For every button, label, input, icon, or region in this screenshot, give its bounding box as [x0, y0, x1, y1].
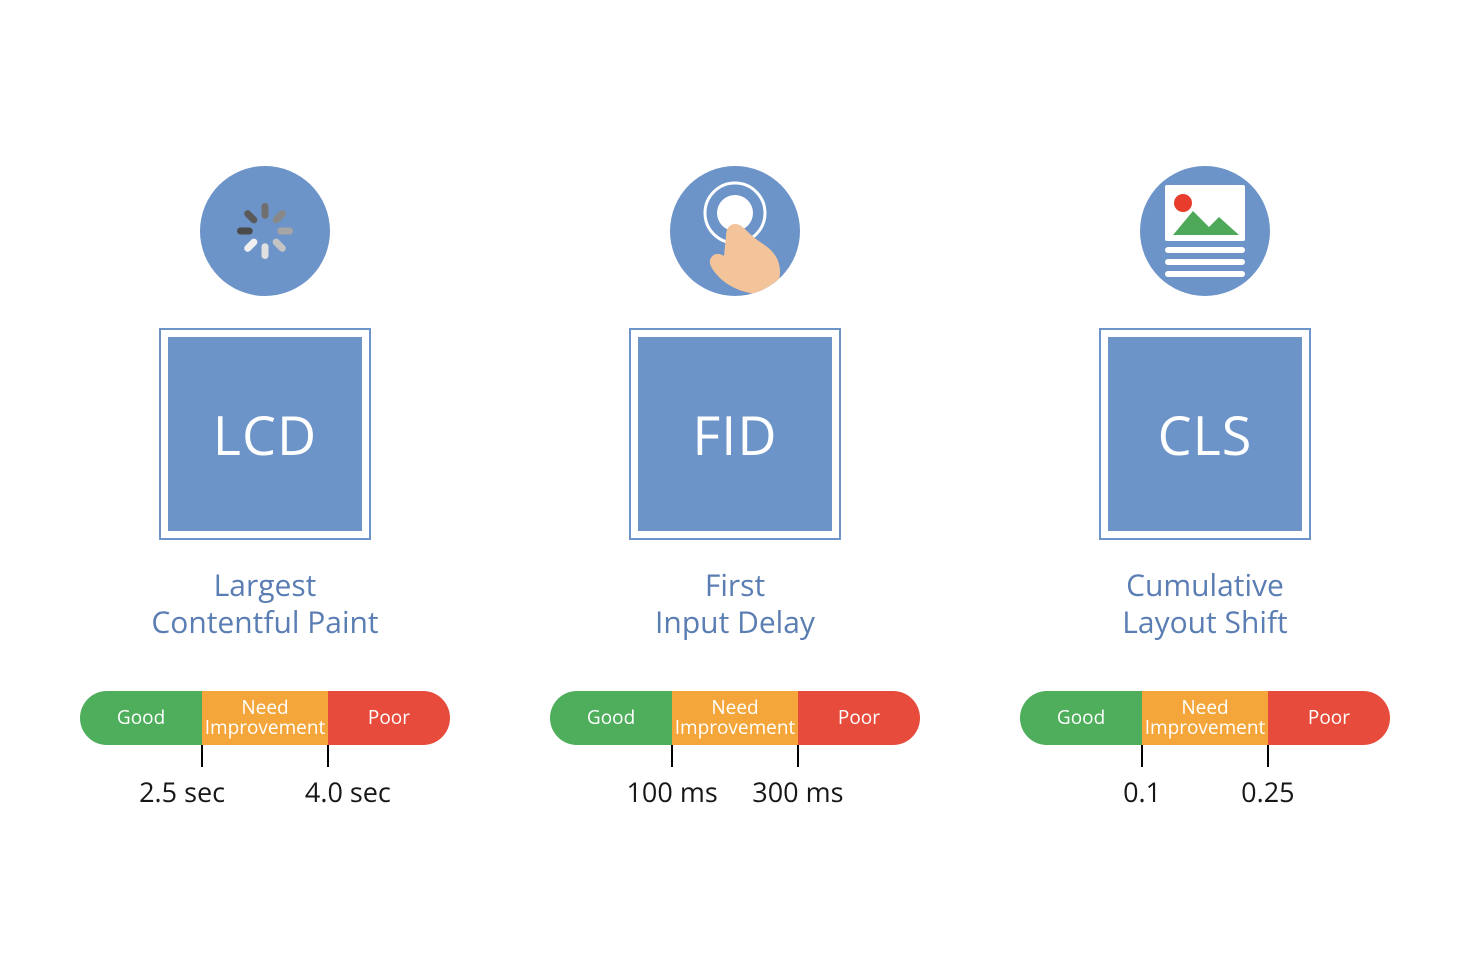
tick-line: [201, 745, 203, 767]
metric-tile: LCD: [159, 328, 371, 540]
metric-label: Cumulative Layout Shift: [1122, 566, 1288, 641]
segment-good: Good: [80, 691, 202, 745]
tick-line: [797, 745, 799, 767]
metric-abbrev: CLS: [1158, 397, 1253, 471]
tick-label: 2.5 sec: [139, 773, 225, 810]
image-layout-icon: [1140, 166, 1270, 296]
segment-need-improvement: Need Improvement: [672, 691, 798, 745]
segment-poor: Poor: [798, 691, 920, 745]
tick-line: [671, 745, 673, 767]
metric-cls: CLS Cumulative Layout Shift GoodNeed Impro…: [1020, 166, 1390, 815]
spinner-icon: [200, 166, 330, 296]
segment-need-improvement: Need Improvement: [1142, 691, 1268, 745]
metric-label: Largest Contentful Paint: [151, 566, 378, 641]
tick-line: [327, 745, 329, 767]
segment-good: Good: [1020, 691, 1142, 745]
metric-abbrev: FID: [692, 397, 777, 471]
metric-tile: FID: [629, 328, 841, 540]
metric-lcd: LCD Largest Contentful Paint GoodNeed Impr…: [80, 166, 450, 815]
threshold-bar: GoodNeed ImprovementPoor 0.1 0.25: [1020, 691, 1390, 815]
metric-abbrev: LCD: [213, 397, 317, 471]
tick-line: [1267, 745, 1269, 767]
tick-line: [1141, 745, 1143, 767]
tick-label: 0.1: [1123, 773, 1161, 810]
segment-poor: Poor: [1268, 691, 1390, 745]
metric-fid: FID First Input Delay GoodNeed Improvement…: [550, 166, 920, 815]
touch-icon: [670, 166, 800, 296]
tick-label: 100 ms: [626, 773, 717, 810]
threshold-bar: GoodNeed ImprovementPoor 100 ms 300 ms: [550, 691, 920, 815]
tick-label: 4.0 sec: [305, 773, 391, 810]
tick-label: 0.25: [1241, 773, 1294, 810]
metric-label: First Input Delay: [655, 566, 815, 641]
segment-need-improvement: Need Improvement: [202, 691, 328, 745]
tick-label: 300 ms: [752, 773, 843, 810]
segment-poor: Poor: [328, 691, 450, 745]
threshold-bar: GoodNeed ImprovementPoor 2.5 sec 4.0 sec: [80, 691, 450, 815]
segment-good: Good: [550, 691, 672, 745]
metric-tile: CLS: [1099, 328, 1311, 540]
metrics-row: LCDLargest Contentful PaintGoodNeed Impr…: [80, 166, 1390, 815]
